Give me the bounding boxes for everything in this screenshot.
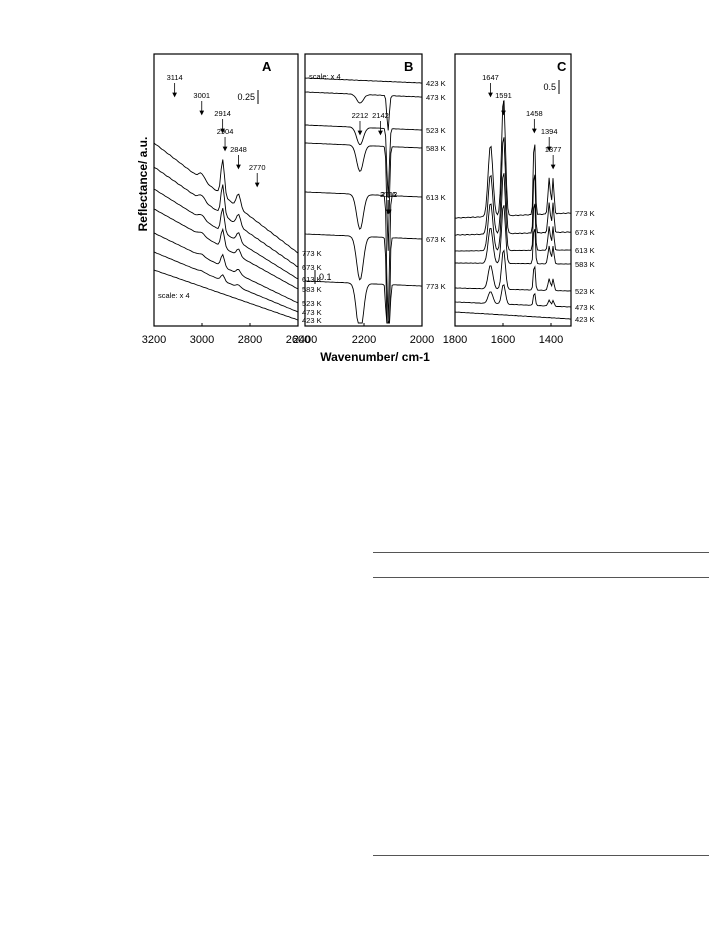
- spectrum-line: [304, 124, 423, 199]
- x-tick-label: 2800: [238, 334, 262, 346]
- series-label: 523 K: [575, 287, 595, 296]
- series-label: 423 K: [426, 79, 446, 88]
- peak-label: 2212: [352, 111, 369, 120]
- series-label: 423 K: [575, 315, 595, 324]
- spectrum-line: [153, 166, 299, 268]
- panel-c: C: [454, 53, 572, 327]
- spectrum-line: [153, 188, 299, 280]
- x-tick-label: 2000: [410, 334, 434, 346]
- peak-label: 2914: [214, 109, 231, 118]
- x-axis-label: Wavenumber/ cm-1: [320, 350, 430, 364]
- series-label: 673 K: [302, 263, 322, 272]
- peak-label: 1591: [495, 91, 512, 100]
- x-tick-label: 3000: [190, 334, 214, 346]
- series-label: 583 K: [302, 285, 322, 294]
- table-rule-header: [373, 577, 709, 578]
- spectrum-line: [304, 233, 423, 324]
- scale-bar-label: 0.25: [237, 92, 255, 102]
- peak-label: 3114: [167, 73, 183, 82]
- spectrum-line: [304, 77, 423, 84]
- peak-label: 2142: [372, 111, 389, 120]
- panel-c-letter: C: [557, 59, 567, 74]
- x-tick-label: 2400: [293, 334, 317, 346]
- series-label: 773 K: [302, 249, 322, 258]
- series-label: 673 K: [426, 235, 446, 244]
- spectrum-line: [153, 142, 299, 254]
- x-tick-label: 3200: [142, 334, 166, 346]
- series-label: 473 K: [575, 303, 595, 312]
- table-rule-bottom: [373, 855, 709, 856]
- peak-label: 3001: [193, 91, 210, 100]
- peak-label: 1377: [545, 145, 562, 154]
- series-label: 523 K: [426, 126, 446, 135]
- spectrum-line: [153, 232, 299, 304]
- series-label: 473 K: [302, 308, 322, 317]
- spectrum-line: [153, 251, 299, 313]
- series-label: 613 K: [575, 246, 595, 255]
- table-rule-top: [373, 552, 709, 553]
- peak-label: 1647: [482, 73, 499, 82]
- spectrum-line: [304, 280, 423, 324]
- series-label: 773 K: [575, 209, 595, 218]
- scale-bar-label: 0.1: [319, 272, 332, 282]
- x-tick-label: 1800: [443, 334, 467, 346]
- spectrum-line: [304, 191, 423, 324]
- peak-label: 2848: [230, 145, 247, 154]
- series-label: 423 K: [302, 316, 322, 325]
- peak-label: 2112: [381, 190, 397, 199]
- x-tick-label: 2200: [352, 334, 376, 346]
- peak-label: 2904: [217, 127, 234, 136]
- spectrum-line: [454, 284, 572, 308]
- scale-note: scale: x 4: [309, 72, 341, 81]
- series-label: 523 K: [302, 299, 322, 308]
- panel-a-letter: A: [262, 59, 272, 74]
- x-tick-label: 1400: [539, 334, 563, 346]
- scale-note: scale: x 4: [158, 291, 190, 300]
- peak-label: 2770: [249, 163, 266, 172]
- panel-c-frame: [454, 53, 572, 327]
- spectrum-line: [454, 100, 571, 219]
- spectrum-line: [454, 311, 572, 320]
- spectrum-line: [454, 137, 572, 236]
- series-label: 583 K: [575, 260, 595, 269]
- series-label: 613 K: [426, 193, 446, 202]
- x-tick-label: 1600: [491, 334, 515, 346]
- series-label: 673 K: [575, 228, 595, 237]
- panel-c-marks: 1800 1600 1400 773 K 673 K 613 K 583 K 523 K 473…: [443, 73, 595, 346]
- spectrum-line: [305, 142, 422, 251]
- peak-label: 1458: [526, 109, 543, 118]
- peak-label: 2116: [380, 190, 396, 199]
- panel-a: A: [153, 53, 299, 327]
- spectrum-line: [454, 205, 571, 265]
- panel-a-frame: [153, 53, 299, 327]
- spectrum-line: [305, 91, 423, 131]
- series-label: 773 K: [426, 282, 446, 291]
- series-label: 473 K: [426, 93, 446, 102]
- peak-label: 1394: [541, 127, 558, 136]
- spectrum-line: [153, 208, 299, 290]
- spectrum-line: [454, 249, 572, 292]
- panel-b-letter: B: [404, 59, 413, 74]
- y-axis-label: Reflectance/ a.u.: [136, 137, 150, 232]
- x-tick-label: 2600: [286, 334, 310, 346]
- spectrum-line: [153, 269, 299, 321]
- spectrum-line: [454, 173, 572, 252]
- scale-bar-label: 0.5: [543, 82, 556, 92]
- series-label: 613 K: [302, 275, 322, 284]
- series-label: 583 K: [426, 144, 446, 153]
